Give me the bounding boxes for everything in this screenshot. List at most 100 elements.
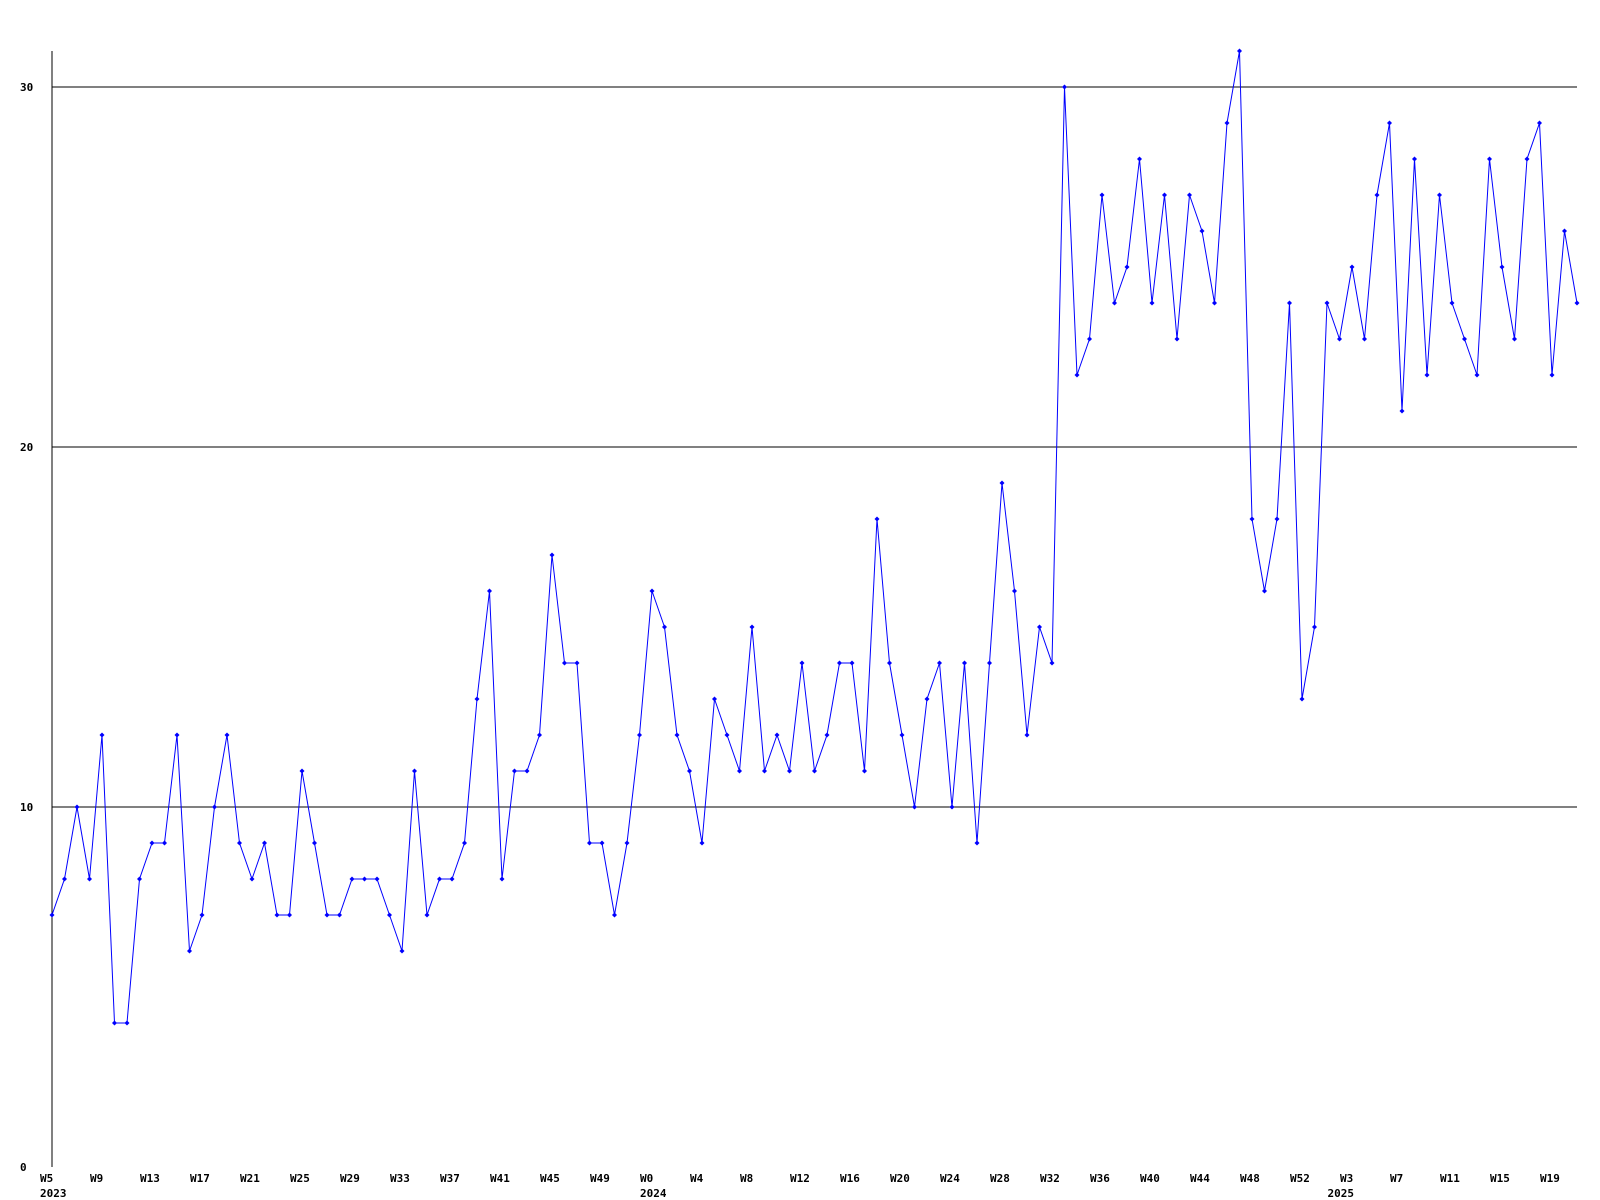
data-point	[987, 660, 992, 666]
data-point	[362, 876, 367, 882]
x-tick-label: W41	[490, 1172, 510, 1185]
data-point	[674, 732, 680, 738]
data-point	[587, 840, 592, 846]
year-label: 2024	[640, 1187, 667, 1200]
data-point	[212, 804, 217, 810]
x-tick-label: W28	[990, 1172, 1010, 1185]
data-point	[1124, 264, 1130, 270]
data-point	[337, 912, 342, 918]
data-point	[499, 876, 505, 882]
x-tick-label: W37	[440, 1172, 460, 1185]
data-point	[1162, 192, 1167, 198]
data-point	[1462, 336, 1467, 342]
x-tick-label: W36	[1090, 1172, 1110, 1185]
data-point	[624, 840, 630, 846]
data-point	[1537, 120, 1542, 126]
y-tick-label: 10	[20, 801, 33, 814]
data-point	[137, 876, 142, 882]
data-point	[1512, 336, 1517, 342]
data-point	[1287, 300, 1292, 306]
data-point	[1437, 192, 1442, 198]
data-point	[1062, 84, 1067, 90]
data-point	[1299, 696, 1305, 702]
data-point	[487, 588, 492, 594]
data-point	[174, 732, 180, 738]
data-point	[937, 660, 942, 666]
data-point	[712, 696, 717, 702]
data-point	[1212, 300, 1217, 306]
y-tick-label: 20	[20, 441, 33, 454]
data-point	[512, 768, 517, 774]
data-point	[974, 840, 980, 846]
x-tick-label: W17	[190, 1172, 210, 1185]
x-tick-label: W9	[90, 1172, 103, 1185]
data-point	[662, 624, 667, 630]
x-tick-label: W32	[1040, 1172, 1060, 1185]
data-point	[1037, 624, 1042, 630]
data-point	[1574, 300, 1580, 306]
x-tick-label: W29	[340, 1172, 360, 1185]
data-point	[1387, 120, 1392, 126]
data-point	[49, 912, 55, 918]
data-point	[1274, 516, 1280, 522]
x-tick-label: W44	[1190, 1172, 1210, 1185]
data-point	[1099, 192, 1105, 198]
x-tick-label: W8	[740, 1172, 753, 1185]
data-point	[649, 588, 655, 594]
data-point	[837, 660, 842, 666]
data-point	[1424, 372, 1430, 378]
data-point	[562, 660, 567, 666]
data-point	[724, 732, 730, 738]
data-point	[274, 912, 280, 918]
x-tick-label: W5	[40, 1172, 53, 1185]
data-point	[1499, 264, 1505, 270]
data-point	[1324, 300, 1330, 306]
x-tick-label: W33	[390, 1172, 410, 1185]
data-point	[949, 804, 955, 810]
data-point	[749, 624, 755, 630]
data-point	[1474, 372, 1480, 378]
data-point	[687, 768, 692, 774]
data-point	[1562, 228, 1567, 234]
data-point	[437, 876, 442, 882]
data-point	[862, 768, 867, 774]
data-point	[1312, 624, 1317, 630]
data-point	[74, 804, 80, 810]
data-point	[399, 948, 405, 954]
y-tick-label: 0	[20, 1161, 27, 1174]
data-point	[799, 660, 805, 666]
data-point	[1249, 516, 1255, 522]
data-line	[51, 50, 1578, 1024]
data-point	[199, 912, 205, 918]
data-point	[887, 660, 892, 666]
data-point	[374, 876, 380, 882]
data-point	[162, 840, 167, 846]
x-tick-label: W49	[590, 1172, 610, 1185]
y-tick-label: 30	[20, 81, 33, 94]
x-tick-label: W40	[1140, 1172, 1160, 1185]
data-point	[1349, 264, 1355, 270]
data-point	[1012, 588, 1017, 594]
data-point	[549, 552, 555, 558]
data-point	[599, 840, 605, 846]
data-point	[1399, 408, 1405, 414]
x-tick-label: W25	[290, 1172, 310, 1185]
x-tick-label: W13	[140, 1172, 160, 1185]
x-tick-label: W20	[890, 1172, 910, 1185]
data-point	[1262, 588, 1267, 594]
x-tick-label: W45	[540, 1172, 560, 1185]
data-point	[237, 840, 242, 846]
x-tick-label: W52	[1290, 1172, 1310, 1185]
data-point	[1449, 300, 1455, 306]
x-tick-label: W7	[1390, 1172, 1403, 1185]
x-tick-label: W16	[840, 1172, 860, 1185]
data-point	[424, 912, 430, 918]
data-point	[574, 660, 580, 666]
data-point	[412, 768, 417, 774]
data-point	[524, 768, 530, 774]
data-point	[874, 516, 880, 522]
data-point	[474, 696, 480, 702]
data-point	[1049, 660, 1055, 666]
data-point	[1087, 336, 1092, 342]
